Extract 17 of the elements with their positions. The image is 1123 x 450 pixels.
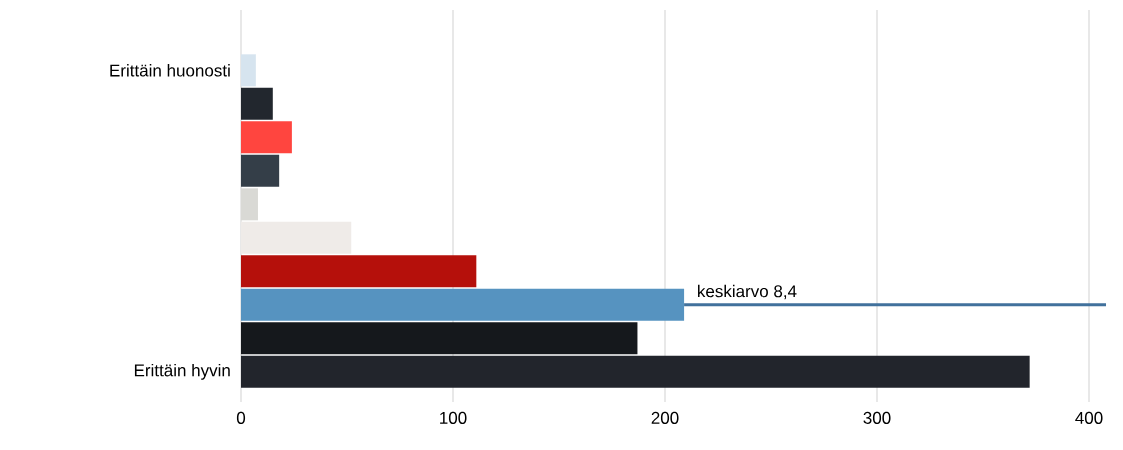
x-tick-label: 200 — [651, 411, 679, 424]
x-tick-label: 400 — [1075, 411, 1103, 424]
x-tick-label: 100 — [440, 411, 467, 424]
bar — [241, 322, 638, 355]
x-tick-label: 0 — [236, 411, 246, 424]
bar — [241, 154, 280, 187]
annotation: keskiarvo 8,4 — [698, 284, 797, 300]
bar — [241, 54, 256, 87]
y-tick-label: Erittäin hyvin — [134, 363, 230, 380]
bar — [241, 255, 477, 288]
bar — [241, 355, 1030, 388]
bar — [241, 87, 273, 120]
y-tick-label: Erittäin huonosti — [110, 64, 230, 77]
bar — [241, 288, 685, 321]
bar — [241, 121, 292, 154]
x-tick-label: 300 — [863, 411, 891, 424]
bar — [241, 221, 352, 254]
